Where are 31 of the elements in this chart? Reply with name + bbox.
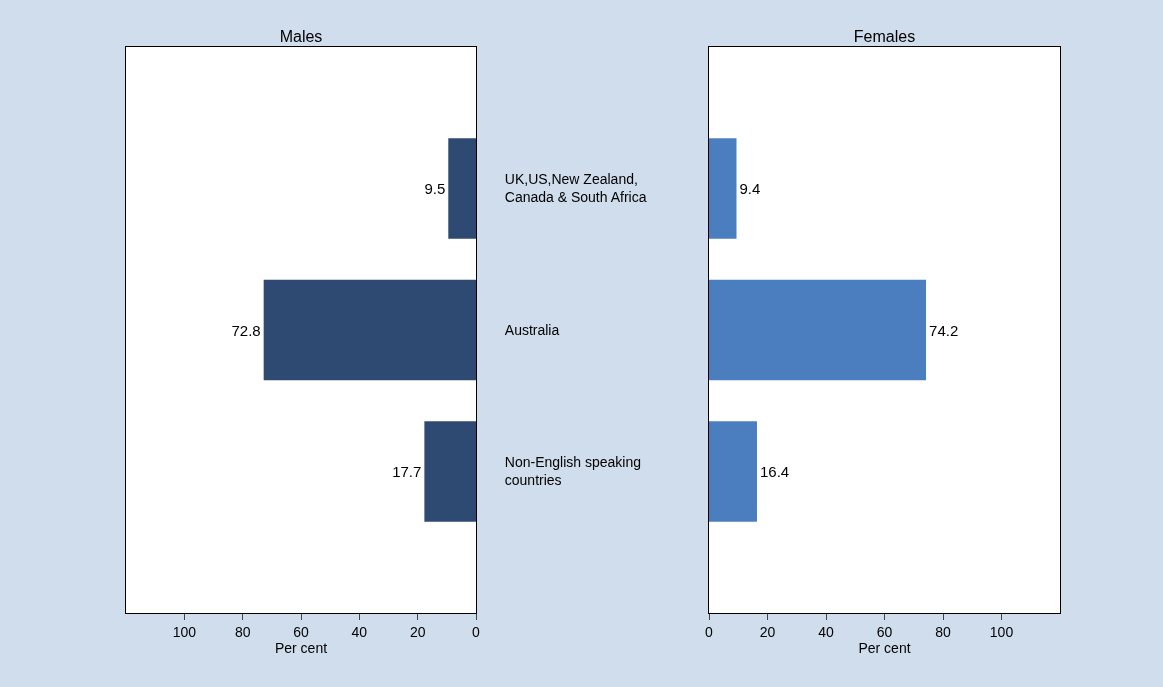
bar [424, 421, 476, 522]
chart-title: Females [853, 28, 916, 45]
y-tick-label: Non-English speaking countries [504, 454, 641, 489]
data-label: 74.2 [929, 321, 959, 339]
x-tick-label: 0 [472, 623, 481, 640]
data-label: 9.4 [739, 180, 761, 197]
data-label: 17.7 [392, 463, 422, 480]
x-tick-label: 80 [935, 623, 951, 640]
x-tick-label: 0 [705, 623, 714, 640]
x-axis-title: Per cent [858, 639, 911, 656]
x-tick-label: 60 [293, 623, 309, 640]
x-axis-title: Per cent [274, 639, 328, 656]
x-tick-label: 60 [876, 623, 893, 640]
y-tick-label: Australia [504, 321, 560, 338]
bar [448, 138, 476, 239]
x-tick-label: 80 [234, 623, 251, 640]
data-label: 16.4 [759, 463, 790, 480]
chart-title: Males [279, 28, 323, 45]
x-tick-label: 100 [989, 623, 1014, 640]
data-label: 9.5 [424, 180, 446, 197]
x-tick-label: 40 [351, 623, 368, 640]
bar [263, 279, 476, 381]
bar [709, 421, 757, 522]
bar [709, 138, 737, 239]
x-tick-label: 20 [409, 623, 426, 640]
x-tick-label: 100 [172, 623, 197, 640]
y-tick-label: UK,US,New Zealand, Canada & South Africa [504, 171, 647, 206]
data-label: 72.8 [231, 321, 261, 339]
x-tick-label: 40 [818, 623, 834, 640]
bar [709, 279, 927, 381]
x-tick-label: 20 [759, 623, 776, 640]
